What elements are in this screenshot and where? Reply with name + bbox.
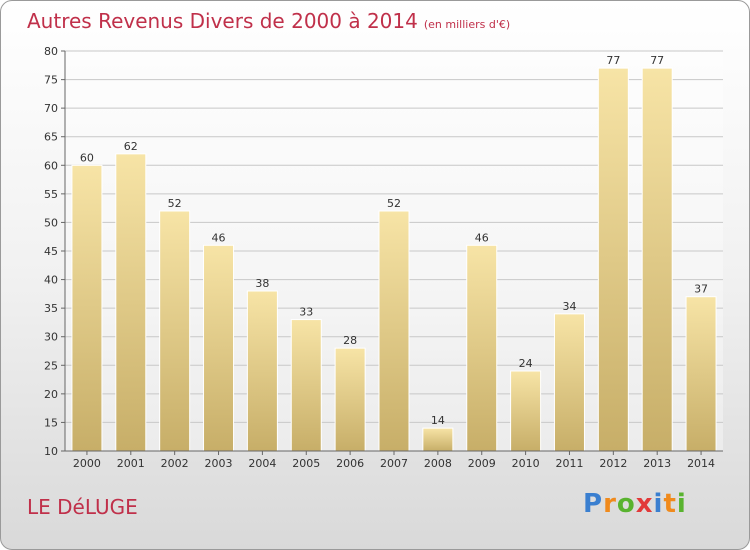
y-tick-label: 75 bbox=[44, 74, 58, 87]
x-tick-label: 2006 bbox=[336, 457, 364, 470]
x-tick-label: 2010 bbox=[512, 457, 540, 470]
logo-letter: r bbox=[603, 489, 617, 519]
bar-2014 bbox=[685, 296, 717, 452]
data-label: 77 bbox=[650, 54, 664, 67]
bar-2005 bbox=[290, 319, 322, 452]
x-tick-label: 2002 bbox=[161, 457, 189, 470]
data-label: 34 bbox=[562, 300, 576, 313]
y-tick-label: 60 bbox=[44, 159, 58, 172]
x-tick-label: 2004 bbox=[248, 457, 276, 470]
logo-letter: o bbox=[616, 489, 636, 519]
x-tick-label: 2003 bbox=[205, 457, 233, 470]
chart-title-unit: (en milliers d'€) bbox=[423, 18, 511, 31]
data-label: 52 bbox=[387, 197, 401, 210]
chart-title-text: Autres Revenus Divers de 2000 à 2014 bbox=[27, 9, 418, 33]
y-tick-label: 65 bbox=[44, 131, 58, 144]
data-label: 46 bbox=[475, 231, 489, 244]
data-label: 33 bbox=[299, 306, 313, 319]
x-tick-label: 2012 bbox=[599, 457, 627, 470]
chart-title: Autres Revenus Divers de 2000 à 2014 (en … bbox=[27, 9, 510, 33]
y-tick-label: 55 bbox=[44, 188, 58, 201]
y-tick-label: 70 bbox=[44, 102, 58, 115]
x-tick-label: 2000 bbox=[73, 457, 101, 470]
bar-2003 bbox=[203, 244, 235, 452]
data-label: 62 bbox=[124, 140, 138, 153]
y-tick-label: 35 bbox=[44, 302, 58, 315]
bar-2007 bbox=[378, 210, 410, 452]
data-label: 37 bbox=[694, 283, 708, 296]
x-tick-label: 2007 bbox=[380, 457, 408, 470]
x-tick-label: 2009 bbox=[468, 457, 496, 470]
bar-2006 bbox=[334, 347, 366, 452]
bar-2011 bbox=[553, 313, 585, 452]
proxiti-logo: Proxiti bbox=[583, 489, 687, 519]
data-label: 14 bbox=[431, 414, 445, 427]
y-tick-label: 10 bbox=[44, 445, 58, 458]
data-label: 52 bbox=[168, 197, 182, 210]
bar-2012 bbox=[597, 67, 629, 452]
y-tick-label: 20 bbox=[44, 388, 58, 401]
y-tick-label: 50 bbox=[44, 216, 58, 229]
x-tick-label: 2008 bbox=[424, 457, 452, 470]
data-label: 28 bbox=[343, 334, 357, 347]
x-tick-label: 2005 bbox=[292, 457, 320, 470]
bar-2000 bbox=[71, 164, 103, 452]
commune-name: LE DéLUGE bbox=[27, 495, 138, 519]
data-label: 77 bbox=[606, 54, 620, 67]
bar-2010 bbox=[510, 370, 542, 452]
logo-letter: i bbox=[676, 489, 687, 519]
x-tick-label: 2014 bbox=[687, 457, 715, 470]
data-label: 38 bbox=[255, 277, 269, 290]
data-label: 60 bbox=[80, 151, 94, 164]
logo-letter: i bbox=[653, 489, 664, 519]
data-label: 46 bbox=[212, 231, 226, 244]
y-tick-label: 45 bbox=[44, 245, 58, 258]
x-tick-label: 2001 bbox=[117, 457, 145, 470]
y-tick-label: 30 bbox=[44, 331, 58, 344]
bar-2013 bbox=[641, 67, 673, 452]
data-label: 24 bbox=[519, 357, 533, 370]
x-tick-label: 2013 bbox=[643, 457, 671, 470]
y-tick-label: 40 bbox=[44, 274, 58, 287]
x-tick-label: 2011 bbox=[555, 457, 583, 470]
logo-letter: t bbox=[663, 489, 677, 519]
y-tick-label: 25 bbox=[44, 359, 58, 372]
logo-letter: x bbox=[635, 489, 654, 519]
bar-2008 bbox=[422, 427, 454, 452]
logo-letter: P bbox=[583, 489, 604, 519]
y-tick-label: 15 bbox=[44, 416, 58, 429]
y-tick-label: 80 bbox=[44, 45, 58, 58]
bar-2002 bbox=[159, 210, 191, 452]
bar-2009 bbox=[466, 244, 498, 452]
bar-2004 bbox=[246, 290, 278, 452]
bar-2001 bbox=[115, 153, 147, 452]
